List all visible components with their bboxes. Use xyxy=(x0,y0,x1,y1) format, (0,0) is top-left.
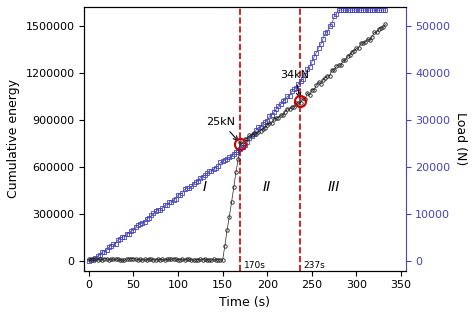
Text: 25kN: 25kN xyxy=(207,117,238,141)
Y-axis label: Load (N): Load (N) xyxy=(454,112,467,166)
X-axis label: Time (s): Time (s) xyxy=(219,296,271,309)
Text: I: I xyxy=(203,180,207,194)
Text: 34kN: 34kN xyxy=(281,70,310,97)
Text: 170s: 170s xyxy=(244,261,266,270)
Text: II: II xyxy=(263,180,272,194)
Y-axis label: Cumulative energy: Cumulative energy xyxy=(7,79,20,198)
Text: 237s: 237s xyxy=(304,261,326,270)
Text: III: III xyxy=(328,180,340,194)
